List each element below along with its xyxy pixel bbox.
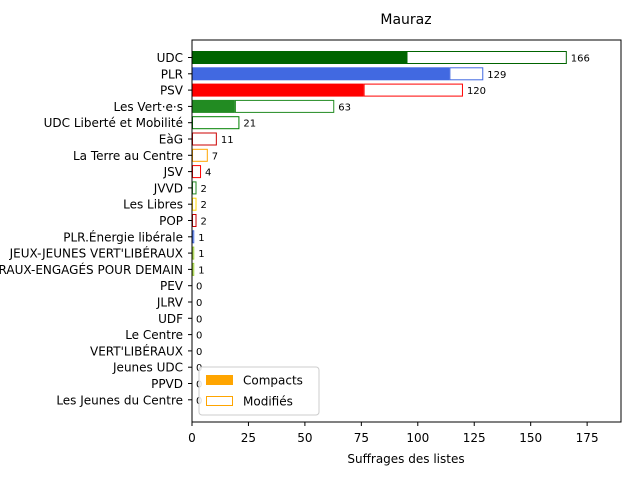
legend-swatch-modifies — [206, 396, 233, 406]
bar-modifies — [192, 132, 217, 146]
y-tick-label: EàG — [159, 133, 183, 147]
y-tick-label: La Terre au Centre — [73, 149, 183, 163]
y-tick-label: PLR — [161, 67, 183, 81]
y-tick-label: UDC — [157, 51, 183, 65]
y-tick-label: Les Jeunes du Centre — [56, 393, 183, 407]
y-tick-labels-group: UDC PLR PSV Les Vert·e·s UDC Liberté et Mobi… — [0, 51, 192, 407]
bar-compacts — [192, 67, 450, 81]
bar-compacts — [192, 83, 364, 97]
y-tick-label: JLRV — [156, 296, 184, 310]
value-label: 1 — [198, 233, 204, 244]
value-label: 2 — [201, 217, 207, 228]
value-label: 166 — [571, 54, 590, 65]
x-tick-label: 100 — [406, 431, 429, 445]
value-label: 2 — [201, 200, 207, 211]
x-axis-group: 0 25 50 75 100 125 150 175 — [188, 422, 599, 445]
x-tick-label: 25 — [241, 431, 256, 445]
y-tick-label: PPVD — [151, 377, 183, 391]
value-label: 129 — [487, 70, 506, 81]
legend-label: Modifiés — [243, 395, 293, 409]
bar-compacts — [192, 99, 235, 113]
y-tick-label: PEV — [160, 279, 184, 293]
bar-modifies — [192, 165, 202, 179]
bar-modifies — [449, 67, 484, 81]
bar-modifies — [192, 230, 195, 244]
legend-swatch-compacts — [206, 375, 233, 385]
y-tick-label: PLR.Énergie libérale — [63, 229, 183, 244]
value-label: 7 — [212, 151, 218, 162]
plot-frame — [191, 39, 622, 423]
chart-title: Mauraz — [380, 12, 431, 28]
x-tick-label: 50 — [297, 431, 312, 445]
value-label: 21 — [243, 119, 256, 130]
bar-modifies — [192, 181, 197, 195]
y-tick-label: Jeunes UDC — [112, 361, 183, 375]
bar-modifies — [192, 214, 197, 227]
bar-modifies — [234, 99, 335, 113]
y-tick-label: Le Centre — [125, 328, 183, 342]
y-tick-label: PSV — [160, 84, 184, 98]
y-tick-label: JEUX-JEUNES VERT'LIBÉRAUX — [9, 246, 183, 261]
y-tick-label: VERT'LIBÉRAUX-ENGAGÉS POUR DEMAIN — [0, 262, 183, 277]
value-label: 120 — [467, 86, 486, 97]
x-tick-label: 175 — [576, 431, 599, 445]
y-tick-label: UDF — [158, 312, 183, 326]
value-label: 0 — [196, 282, 202, 293]
value-label: 0 — [196, 331, 202, 342]
value-label: 1 — [198, 265, 204, 276]
value-label: 0 — [196, 314, 202, 325]
y-tick-label: JVVD — [153, 181, 183, 195]
bar-modifies — [192, 116, 240, 130]
bar-modifies — [192, 262, 195, 276]
bar-modifies — [192, 246, 195, 260]
value-label: 2 — [201, 184, 207, 195]
y-tick-label: Les Vert·e·s — [114, 100, 184, 114]
y-tick-label: Les Libres — [123, 198, 183, 212]
x-tick-label: 125 — [463, 431, 486, 445]
x-axis-title: Suffrages des listes — [347, 452, 464, 466]
y-tick-label: POP — [159, 214, 183, 228]
bar-modifies — [363, 83, 463, 97]
value-label: 63 — [338, 102, 351, 113]
bar-compacts — [192, 51, 407, 64]
x-tick-label: 0 — [188, 431, 196, 445]
value-label: 0 — [196, 298, 202, 309]
y-tick-label: UDC Liberté et Mobilité — [44, 116, 183, 130]
bars-group — [192, 51, 567, 276]
bar-modifies — [192, 148, 208, 162]
value-label: 4 — [205, 168, 211, 179]
bar-modifies — [406, 51, 567, 64]
legend-label: Compacts — [243, 374, 303, 388]
value-label: 1 — [198, 249, 204, 260]
value-label: 0 — [196, 347, 202, 358]
legend: Compacts Modifiés — [198, 366, 320, 416]
x-tick-label: 75 — [354, 431, 369, 445]
value-label: 11 — [221, 135, 234, 146]
y-tick-label: VERT'LIBÉRAUX — [90, 343, 183, 358]
bar-modifies — [192, 197, 197, 211]
y-tick-label: JSV — [163, 165, 184, 179]
x-tick-label: 150 — [519, 431, 542, 445]
